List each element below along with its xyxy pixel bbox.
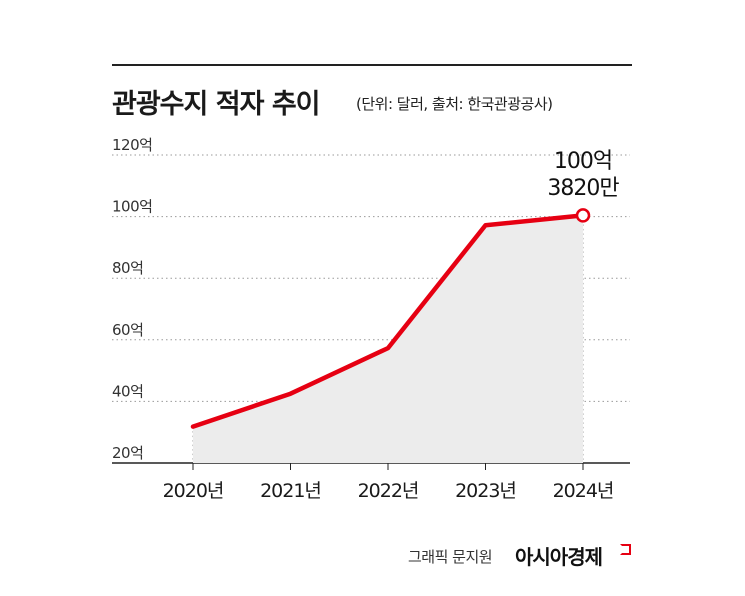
x-tick-label: 2023년 [455,480,516,502]
line-layer [190,208,591,429]
y-tick-label: 60억 [112,321,143,339]
y-tick-label: 40억 [112,382,143,400]
top-rule [112,64,632,66]
chart-subtitle: (단위: 달러, 출처: 한국관광공사) [356,95,553,113]
brand-logo: 아시아경제 [515,545,603,569]
area-layer [193,215,583,463]
annotation-line-2: 3820만 [547,176,619,201]
x-tick-label: 2021년 [260,480,321,502]
x-tick-label: 2024년 [553,480,614,502]
annotation-line-1: 100억 [554,149,612,174]
chart-title: 관광수지 적자 추이 [112,89,321,120]
graphic-credit: 그래픽 문지원 [408,548,493,566]
area-fill [193,215,583,463]
brand-mark-icon [620,544,631,555]
y-tick-label: 100억 [112,198,152,216]
end-point-marker [575,208,591,223]
y-tick-label: 80억 [112,259,143,277]
x-tick-label: 2020년 [163,480,224,502]
y-tick-label: 120억 [112,136,152,154]
series-line [190,213,586,429]
x-tick-label: 2022년 [358,480,419,502]
label-layer: 20억 40억 60억 80억 100억 120억 2020년 2021년 2022년 2023년… [112,136,620,502]
y-tick-label: 20억 [112,444,143,462]
